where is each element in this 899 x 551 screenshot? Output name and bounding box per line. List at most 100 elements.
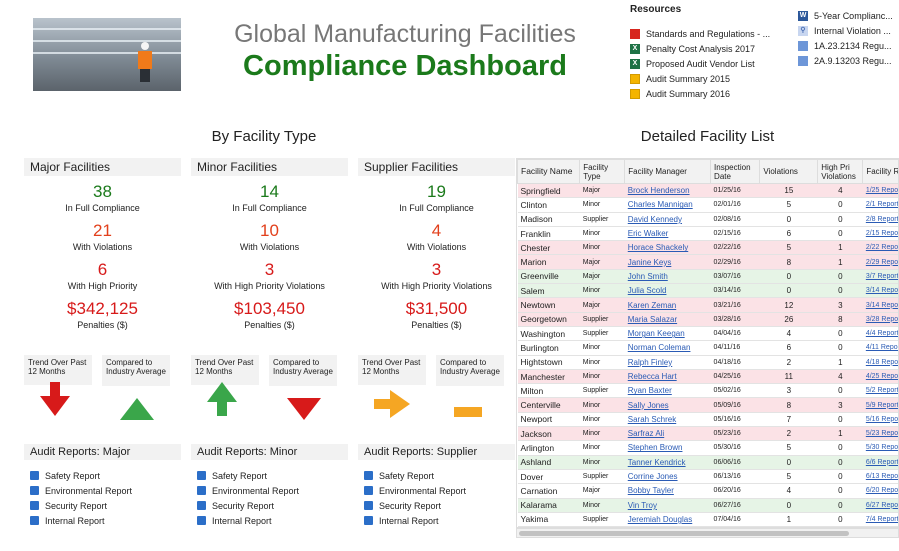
- table-row[interactable]: Marion Major Janine Keys 02/29/16 8 1 2/…: [517, 254, 899, 270]
- facility-manager-link[interactable]: Jeremiah Douglas: [627, 514, 693, 524]
- facility-manager-link[interactable]: Charles Mannigan: [627, 200, 693, 210]
- resource-link[interactable]: Audit Summary 2015: [630, 71, 795, 86]
- table-row[interactable]: Salem Minor Julia Scold 03/14/16 0 0 3/1…: [517, 283, 899, 299]
- facility-report-link[interactable]: 5/23 Report: [865, 430, 899, 438]
- facility-manager-link[interactable]: Julia Scold: [627, 286, 667, 296]
- facility-manager-link[interactable]: Janine Keys: [627, 257, 672, 267]
- facility-report-link[interactable]: 3/14 Report: [865, 287, 899, 295]
- facility-manager-link[interactable]: Sally Jones: [627, 400, 669, 410]
- column-header[interactable]: Facility Rep: [862, 159, 898, 184]
- facility-manager-link[interactable]: Rebecca Hart: [627, 372, 677, 381]
- facility-manager-link[interactable]: Ryan Baxter: [627, 386, 672, 396]
- facility-report-link[interactable]: 7/4 Report: [865, 515, 899, 523]
- column-header[interactable]: Facility Name: [517, 159, 581, 184]
- facility-report-link[interactable]: 3/28 Report: [865, 315, 899, 323]
- table-row[interactable]: Washington Supplier Morgan Keegan 04/04/…: [517, 326, 899, 342]
- table-row[interactable]: Manchester Minor Rebecca Hart 04/25/16 1…: [517, 369, 899, 385]
- table-row[interactable]: Madison Supplier David Kennedy 02/08/16 …: [517, 212, 899, 227]
- column-header[interactable]: Inspection Date: [710, 159, 761, 184]
- facility-manager-link[interactable]: Morgan Keegan: [627, 329, 685, 339]
- audit-report-link[interactable]: Internal Report: [191, 513, 348, 528]
- facility-manager-link[interactable]: Stephen Brown: [627, 443, 683, 453]
- resource-link[interactable]: X Penalty Cost Analysis 2017: [630, 41, 795, 56]
- facility-manager-link[interactable]: Ralph Finley: [627, 357, 673, 367]
- audit-report-link[interactable]: Security Report: [24, 498, 181, 513]
- facility-report-link[interactable]: 2/8 Report: [865, 215, 899, 223]
- audit-report-link[interactable]: Security Report: [191, 498, 348, 513]
- table-row[interactable]: Dover Supplier Corrine Jones 06/13/16 5 …: [517, 469, 899, 485]
- resource-link[interactable]: W 5-Year Complianc...: [798, 8, 899, 23]
- table-row[interactable]: Georgetown Supplier Maria Salazar 03/28/…: [517, 312, 899, 327]
- table-row[interactable]: Jackson Minor Sarfraz Ali 05/23/16 2 1 5…: [517, 426, 899, 442]
- audit-report-link[interactable]: Safety Report: [24, 468, 181, 483]
- table-row[interactable]: Springfield Major Brock Henderson 01/25/…: [517, 183, 899, 199]
- facility-report-link[interactable]: 5/2 Report: [865, 387, 899, 395]
- facility-manager-link[interactable]: Norman Coleman: [627, 343, 691, 353]
- resource-link[interactable]: 2A.9.13203 Regu...: [798, 53, 899, 68]
- facility-manager-link[interactable]: Bobby Tayler: [627, 486, 674, 496]
- table-row[interactable]: Clinton Minor Charles Mannigan 02/01/16 …: [517, 197, 899, 213]
- scrollbar-thumb[interactable]: [519, 531, 849, 536]
- facility-report-link[interactable]: 2/22 Report: [865, 244, 899, 252]
- resource-link[interactable]: ⚲ Internal Violation ...: [798, 23, 899, 38]
- facility-report-link[interactable]: 4/18 Report: [865, 358, 899, 366]
- column-header[interactable]: High Pri Violations: [817, 159, 864, 184]
- facility-manager-link[interactable]: Corrine Jones: [627, 472, 678, 482]
- table-row[interactable]: Greenville Major John Smith 03/07/16 0 0…: [517, 269, 899, 285]
- facility-report-link[interactable]: 4/11 Report: [865, 344, 899, 352]
- facility-manager-link[interactable]: Brock Henderson: [627, 186, 690, 196]
- facility-manager-link[interactable]: Karen Zeman: [627, 300, 677, 310]
- audit-report-link[interactable]: Security Report: [358, 498, 515, 513]
- facility-report-link[interactable]: 3/7 Report: [865, 272, 899, 280]
- facility-manager-link[interactable]: Horace Shackely: [627, 243, 689, 253]
- column-header[interactable]: Violations: [759, 159, 819, 184]
- facility-report-link[interactable]: 4/4 Report: [865, 330, 899, 338]
- table-row[interactable]: Kalarama Minor Vin Troy 06/27/16 0 0 6/2…: [517, 498, 899, 513]
- table-row[interactable]: Ashland Minor Tanner Kendrick 06/06/16 0…: [517, 455, 899, 470]
- facility-report-link[interactable]: 6/13 Report: [865, 473, 899, 481]
- audit-report-link[interactable]: Internal Report: [24, 513, 181, 528]
- table-row[interactable]: Hightstown Minor Ralph Finley 04/18/16 2…: [517, 355, 899, 370]
- table-row[interactable]: Arlington Minor Stephen Brown 05/30/16 5…: [517, 440, 899, 456]
- audit-report-link[interactable]: Environmental Report: [24, 483, 181, 498]
- facility-manager-link[interactable]: Maria Salazar: [627, 314, 678, 324]
- table-row[interactable]: Newtown Major Karen Zeman 03/21/16 12 3 …: [517, 297, 899, 313]
- column-header[interactable]: Facility Manager: [624, 159, 712, 184]
- table-row[interactable]: Yakima Supplier Jeremiah Douglas 07/04/1…: [517, 512, 899, 527]
- facility-manager-link[interactable]: Vin Troy: [627, 500, 657, 510]
- facility-report-link[interactable]: 1/25 Report: [865, 187, 899, 195]
- facility-report-link[interactable]: 6/20 Report: [865, 487, 899, 495]
- facility-manager-link[interactable]: Sarfraz Ali: [627, 429, 665, 439]
- table-row[interactable]: Centerville Minor Sally Jones 05/09/16 8…: [517, 397, 899, 413]
- facility-report-link[interactable]: 3/14 Report: [865, 301, 899, 309]
- table-row[interactable]: Franklin Minor Eric Walker 02/15/16 6 0 …: [517, 226, 899, 242]
- audit-report-link[interactable]: Safety Report: [191, 468, 348, 483]
- facility-report-link[interactable]: 2/15 Report: [865, 230, 899, 238]
- facility-table-container[interactable]: Facility Name Facility Type Facility Manag…: [516, 158, 899, 528]
- facility-report-link[interactable]: 6/27 Report: [865, 501, 899, 509]
- audit-report-link[interactable]: Internal Report: [358, 513, 515, 528]
- facility-report-link[interactable]: 5/30 Report: [865, 444, 899, 452]
- facility-manager-link[interactable]: David Kennedy: [627, 214, 683, 224]
- resource-link[interactable]: X Proposed Audit Vendor List: [630, 56, 795, 71]
- facility-manager-link[interactable]: Sarah Schrek: [627, 414, 677, 424]
- facility-report-link[interactable]: 5/16 Report: [865, 415, 899, 423]
- table-row[interactable]: Carnation Major Bobby Tayler 06/20/16 4 …: [517, 483, 899, 499]
- table-horizontal-scrollbar[interactable]: [516, 528, 899, 538]
- facility-manager-link[interactable]: Eric Walker: [627, 229, 669, 239]
- resource-link[interactable]: Standards and Regulations - ...: [630, 26, 795, 41]
- audit-report-link[interactable]: Safety Report: [358, 468, 515, 483]
- audit-report-link[interactable]: Environmental Report: [191, 483, 348, 498]
- facility-report-link[interactable]: 4/25 Report: [865, 373, 899, 380]
- facility-report-link[interactable]: 2/29 Report: [865, 258, 899, 266]
- facility-report-link[interactable]: 2/1 Report: [865, 201, 899, 209]
- resource-link[interactable]: 1A.23.2134 Regu...: [798, 38, 899, 53]
- facility-manager-link[interactable]: Tanner Kendrick: [627, 457, 686, 467]
- facility-report-link[interactable]: 5/9 Report: [865, 401, 899, 409]
- resource-link[interactable]: Audit Summary 2016: [630, 86, 795, 101]
- facility-report-link[interactable]: 6/6 Report: [865, 458, 899, 466]
- table-row[interactable]: Chester Minor Horace Shackely 02/22/16 5…: [517, 240, 899, 256]
- facility-manager-link[interactable]: John Smith: [627, 271, 668, 281]
- table-row[interactable]: Burlington Minor Norman Coleman 04/11/16…: [517, 340, 899, 356]
- table-row[interactable]: Newport Minor Sarah Schrek 05/16/16 7 0 …: [517, 412, 899, 428]
